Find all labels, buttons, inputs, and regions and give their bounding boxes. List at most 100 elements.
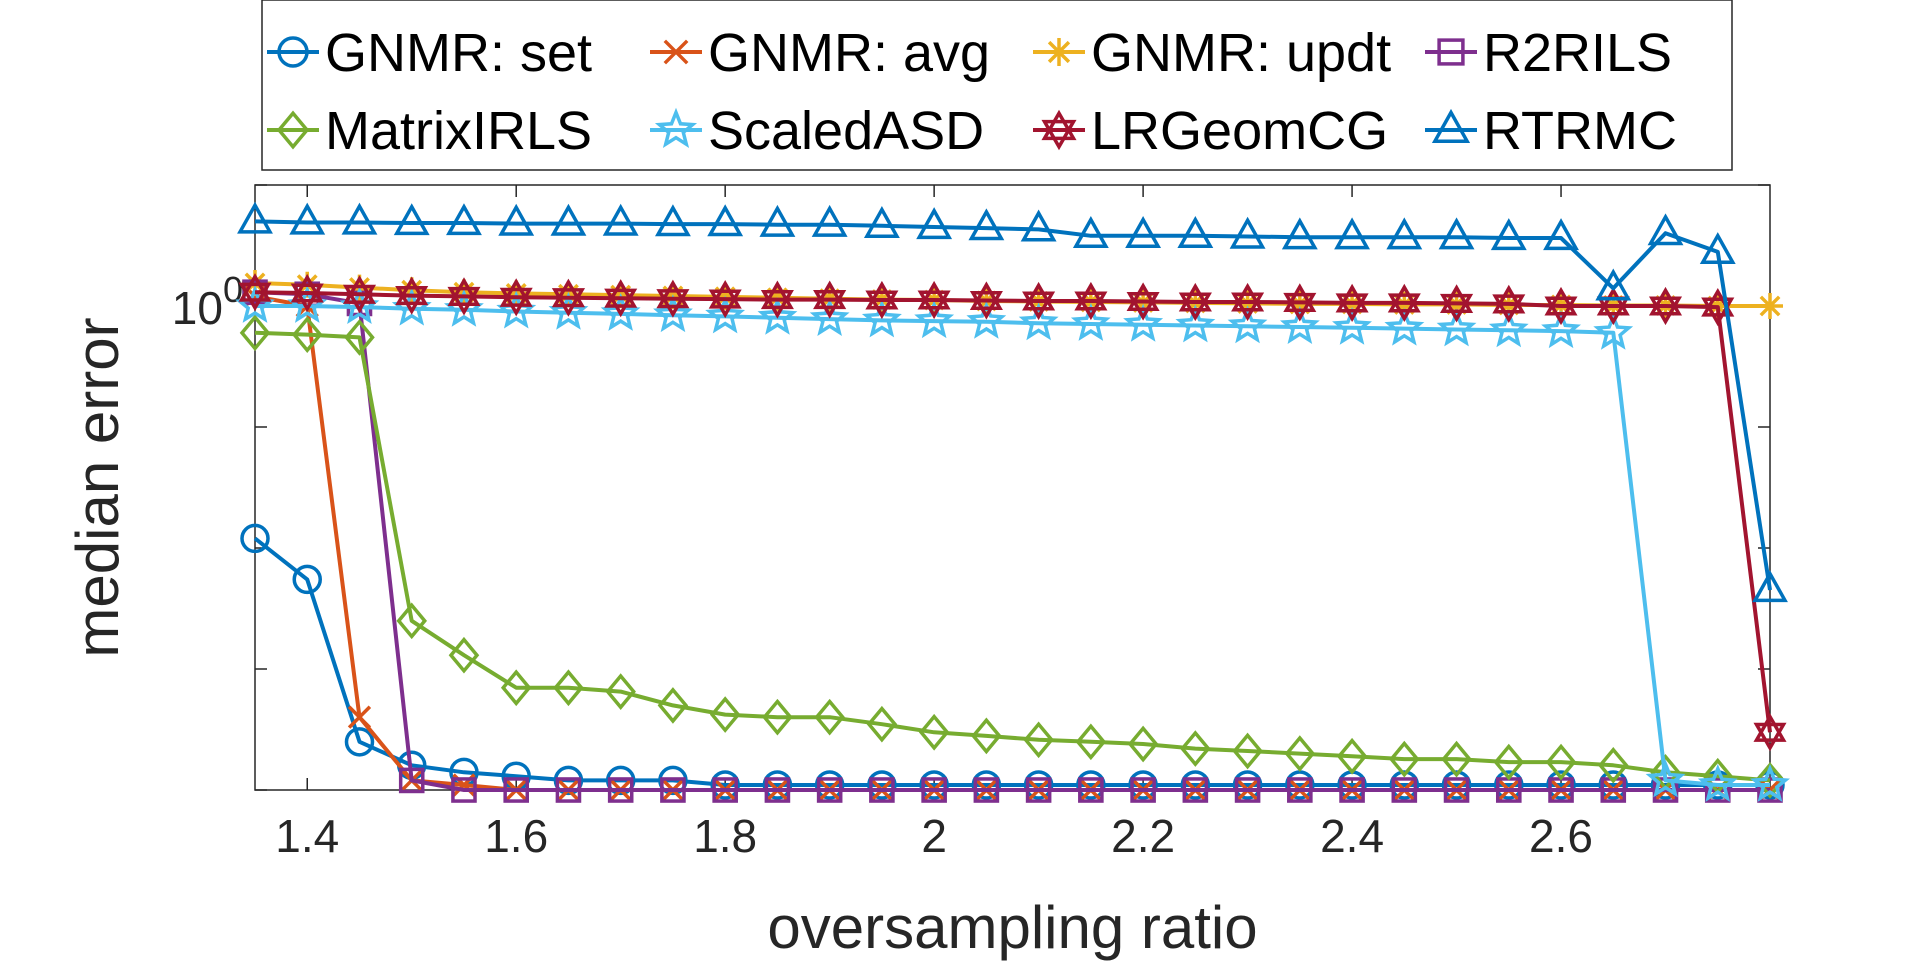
data-point bbox=[1128, 770, 1158, 800]
data-point bbox=[1387, 283, 1421, 323]
series-gnmr-avg bbox=[243, 284, 1782, 802]
data-point bbox=[1130, 777, 1156, 803]
data-point bbox=[289, 202, 326, 235]
data-point bbox=[811, 204, 848, 237]
data-point bbox=[1386, 217, 1423, 250]
data-point bbox=[863, 205, 900, 238]
legend-marker bbox=[276, 110, 310, 150]
data-point bbox=[344, 727, 375, 757]
data-point bbox=[1177, 216, 1214, 248]
data-point bbox=[1389, 740, 1420, 778]
data-point bbox=[1595, 268, 1632, 301]
x-tick-label: 2.2 bbox=[1111, 810, 1175, 862]
data-point bbox=[291, 316, 323, 353]
data-point bbox=[653, 294, 693, 333]
data-point bbox=[760, 280, 794, 319]
data-point bbox=[446, 203, 482, 236]
data-point bbox=[553, 669, 584, 707]
data-point bbox=[1645, 759, 1686, 798]
data-point bbox=[966, 300, 1007, 339]
axes-box bbox=[254, 184, 1771, 791]
data-point bbox=[240, 523, 270, 554]
legend-marker bbox=[1041, 109, 1077, 151]
data-point bbox=[1070, 302, 1111, 341]
data-point bbox=[238, 273, 272, 312]
data-point bbox=[447, 277, 481, 316]
data-point bbox=[1699, 232, 1736, 265]
data-point bbox=[1648, 286, 1683, 326]
data-point bbox=[398, 767, 425, 794]
data-point bbox=[1283, 283, 1317, 322]
data-point bbox=[605, 673, 636, 710]
data-point bbox=[1231, 282, 1265, 322]
data-point bbox=[916, 207, 953, 240]
data-point bbox=[1022, 281, 1056, 321]
series-line-scaledasd bbox=[255, 304, 1770, 787]
data-point bbox=[1180, 770, 1211, 800]
data-point bbox=[1285, 770, 1315, 800]
data-point bbox=[710, 770, 740, 800]
data-point bbox=[1541, 310, 1581, 349]
data-point bbox=[657, 687, 689, 724]
data-point bbox=[292, 564, 322, 595]
data-point bbox=[1182, 777, 1209, 803]
legend-item-scaledasd: ScaledASD bbox=[650, 101, 984, 161]
legend-label: LRGeomCG bbox=[1091, 101, 1388, 161]
data-point bbox=[1598, 770, 1629, 800]
data-point bbox=[1752, 570, 1788, 603]
data-point bbox=[654, 204, 691, 237]
data-point bbox=[500, 669, 532, 707]
data-point bbox=[918, 713, 950, 751]
data-point bbox=[604, 279, 638, 318]
data-point bbox=[1493, 743, 1525, 781]
legend-item-gnmr-avg: GNMR: avg bbox=[650, 23, 990, 83]
data-point bbox=[1075, 723, 1107, 761]
data-point bbox=[1704, 777, 1731, 803]
data-point bbox=[656, 279, 690, 318]
data-point bbox=[396, 602, 428, 640]
series-line-r2rils bbox=[254, 290, 1770, 792]
data-point bbox=[1281, 217, 1318, 250]
data-point bbox=[1750, 763, 1790, 802]
legend-box bbox=[261, 0, 1733, 171]
data-point bbox=[448, 636, 480, 674]
data-point bbox=[1545, 743, 1577, 781]
series-layer bbox=[235, 201, 1790, 803]
data-point bbox=[866, 705, 898, 743]
series-line-matrixirls bbox=[254, 330, 1771, 783]
data-point bbox=[969, 281, 1003, 320]
data-point bbox=[1494, 770, 1524, 800]
data-point bbox=[1023, 770, 1054, 800]
data-point bbox=[550, 203, 587, 236]
data-point bbox=[712, 777, 738, 803]
x-axis-label: oversampling ratio bbox=[767, 894, 1257, 961]
data-point bbox=[1018, 302, 1059, 341]
data-point bbox=[861, 299, 902, 338]
data-point bbox=[1232, 770, 1263, 800]
legend-label: GNMR: updt bbox=[1091, 23, 1391, 83]
data-point bbox=[1234, 777, 1261, 803]
legend-marker bbox=[654, 107, 698, 149]
series-line-gnmr-set bbox=[253, 536, 1770, 787]
legend-label: RTRMC bbox=[1483, 101, 1677, 161]
data-point bbox=[347, 705, 372, 729]
data-point bbox=[917, 280, 951, 320]
data-point bbox=[605, 765, 636, 796]
data-point bbox=[709, 696, 741, 733]
legend-item-matrixirls: MatrixIRLS bbox=[267, 101, 592, 161]
data-point bbox=[705, 295, 746, 334]
data-point bbox=[968, 208, 1005, 241]
data-point bbox=[1227, 305, 1268, 344]
data-point bbox=[395, 276, 429, 315]
series-scaledasd bbox=[235, 285, 1790, 802]
data-point bbox=[451, 777, 477, 803]
series-r2rils bbox=[242, 279, 1783, 803]
data-point bbox=[1180, 730, 1211, 767]
data-point bbox=[814, 770, 845, 800]
legend-item-rtrmc: RTRMC bbox=[1425, 101, 1677, 161]
legend-label: GNMR: set bbox=[325, 23, 592, 83]
data-point bbox=[1544, 286, 1578, 326]
x-tick-label: 2 bbox=[921, 810, 947, 862]
data-point bbox=[1125, 216, 1162, 248]
data-point bbox=[602, 203, 639, 236]
